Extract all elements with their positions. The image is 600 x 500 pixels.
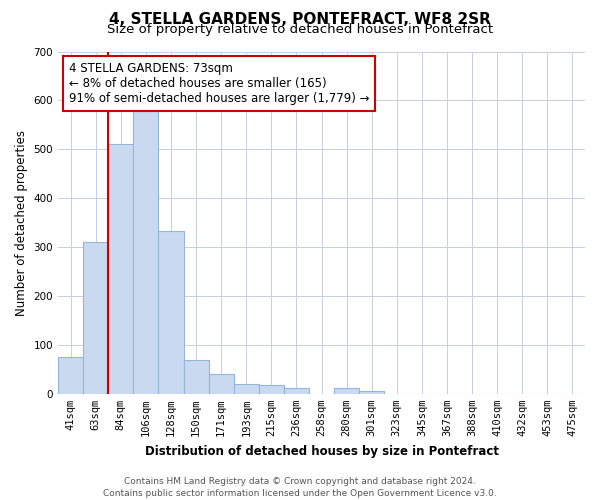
- Text: Size of property relative to detached houses in Pontefract: Size of property relative to detached ho…: [107, 22, 493, 36]
- Text: 4 STELLA GARDENS: 73sqm
← 8% of detached houses are smaller (165)
91% of semi-de: 4 STELLA GARDENS: 73sqm ← 8% of detached…: [68, 62, 369, 105]
- X-axis label: Distribution of detached houses by size in Pontefract: Distribution of detached houses by size …: [145, 444, 499, 458]
- Bar: [83, 242, 108, 394]
- Bar: [233, 384, 259, 394]
- Bar: [133, 111, 158, 394]
- Bar: [334, 388, 359, 394]
- Bar: [359, 391, 384, 394]
- Bar: [259, 385, 284, 394]
- Bar: [209, 374, 233, 394]
- Bar: [284, 388, 309, 394]
- Text: Contains HM Land Registry data © Crown copyright and database right 2024.
Contai: Contains HM Land Registry data © Crown c…: [103, 476, 497, 498]
- Bar: [108, 144, 133, 394]
- Bar: [158, 231, 184, 394]
- Bar: [184, 360, 209, 394]
- Text: 4, STELLA GARDENS, PONTEFRACT, WF8 2SR: 4, STELLA GARDENS, PONTEFRACT, WF8 2SR: [109, 12, 491, 28]
- Y-axis label: Number of detached properties: Number of detached properties: [15, 130, 28, 316]
- Bar: [58, 357, 83, 394]
